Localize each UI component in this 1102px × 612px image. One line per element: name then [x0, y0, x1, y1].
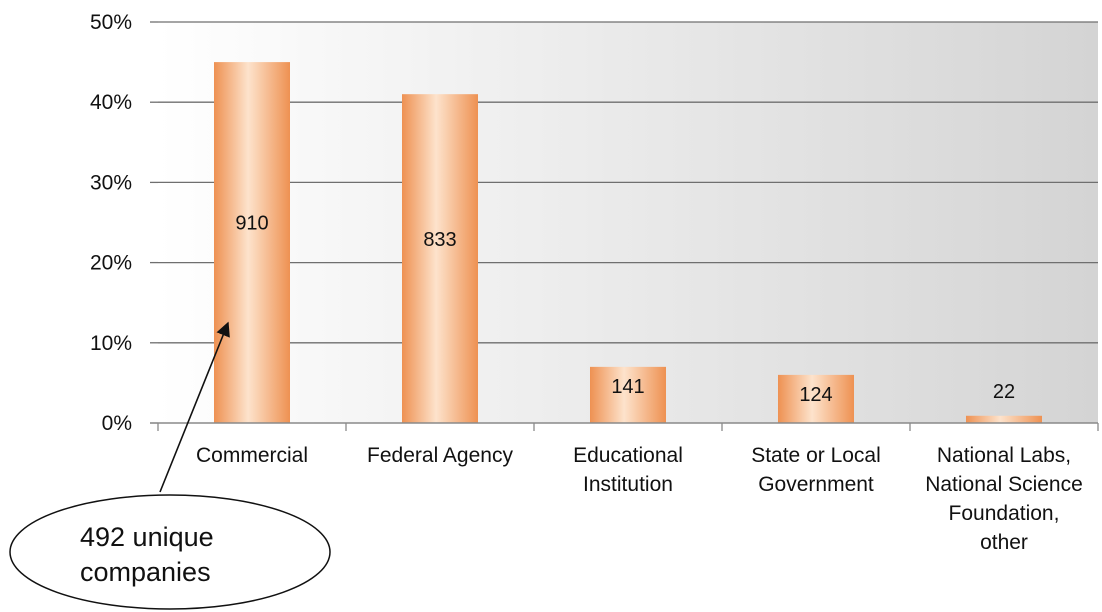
data-labels: 910 833 141 124 22 — [235, 212, 1015, 406]
bar — [590, 366, 666, 423]
y-tick-label: 0% — [102, 412, 132, 435]
category-label: Foundation, — [949, 502, 1060, 525]
data-label: 141 — [611, 376, 644, 398]
category-label: State or Local — [751, 444, 881, 467]
y-tick-label: 50% — [90, 11, 132, 34]
category-label: Commercial — [196, 444, 308, 467]
y-tick-label: 40% — [90, 91, 132, 114]
annotation-ellipse — [9, 494, 331, 610]
annotation-line-1: 492 unique — [80, 522, 214, 552]
y-tick-label: 10% — [90, 332, 132, 355]
data-label: 124 — [799, 384, 832, 406]
grid-lines — [158, 21, 1098, 344]
y-tick-label: 30% — [90, 171, 132, 194]
annotation-line-2: companies — [80, 557, 211, 587]
data-label: 22 — [993, 381, 1015, 403]
y-axis-ticks: 0% 10% 20% 30% 40% 50% — [90, 11, 158, 435]
category-label: Government — [758, 473, 874, 496]
category-label: National Labs, — [937, 444, 1071, 467]
annotation: 492 unique companies — [9, 321, 331, 610]
x-axis-tickmarks — [157, 423, 1099, 431]
y-tick-label: 20% — [90, 252, 132, 275]
category-label: Educational — [573, 444, 683, 467]
category-label: Institution — [583, 473, 673, 496]
bar — [966, 415, 1042, 423]
bar — [214, 62, 290, 423]
bar — [402, 94, 478, 424]
annotation-arrow — [159, 321, 230, 493]
data-label: 910 — [235, 212, 268, 234]
x-axis-categories: Commercial Federal Agency Educational Insti… — [196, 444, 1083, 554]
category-label: National Science — [925, 473, 1083, 496]
plot-area — [158, 22, 1098, 423]
category-label: other — [980, 531, 1028, 554]
category-label: Federal Agency — [367, 444, 513, 467]
bar — [778, 374, 854, 423]
data-label: 833 — [423, 229, 456, 251]
bars — [214, 62, 1042, 424]
